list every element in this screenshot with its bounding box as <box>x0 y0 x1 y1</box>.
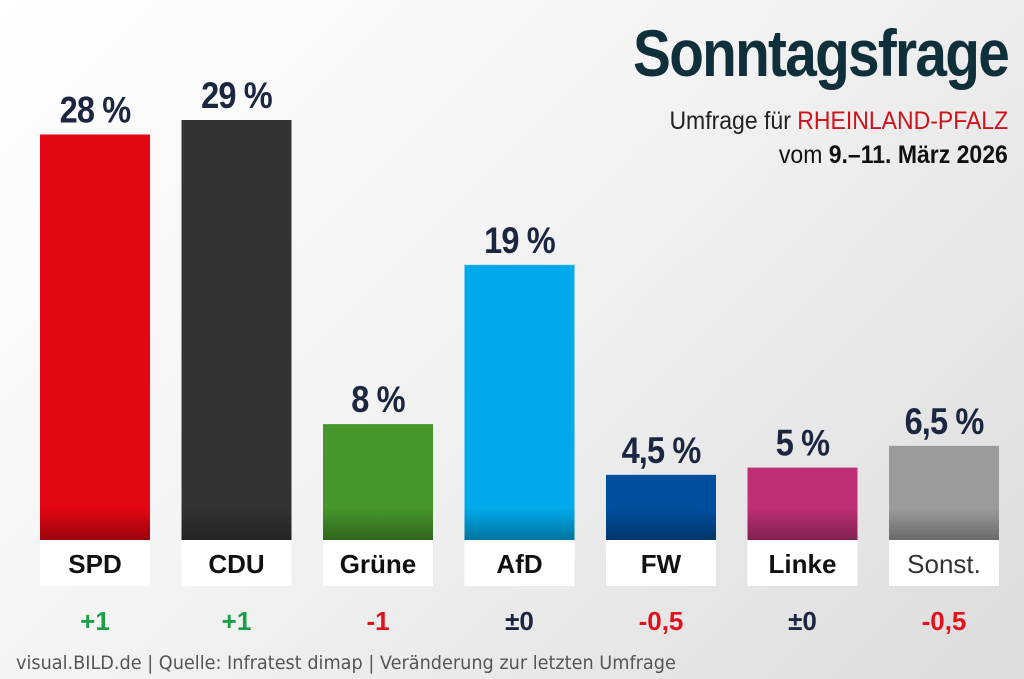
bars-layer <box>40 120 999 540</box>
change-label-1: +1 <box>222 606 252 636</box>
date-value: 9.–11. März 2026 <box>828 141 1008 169</box>
category-label-6: Sonst. <box>907 549 981 579</box>
change-label-0: +1 <box>80 606 110 636</box>
source-footer: visual.BILD.de | Quelle: Infratest dimap… <box>16 652 676 674</box>
change-labels-layer: +1 +1 -1 ±0 -0,5 ±0 -0,5 <box>80 606 966 636</box>
bar-shade-4 <box>606 474 716 540</box>
category-box-2 <box>323 540 433 586</box>
bar-shade-6 <box>889 445 999 540</box>
category-box-6 <box>889 540 999 586</box>
category-box-5 <box>747 540 858 586</box>
category-label-0: SPD <box>68 549 121 579</box>
category-label-1: CDU <box>208 549 264 579</box>
chart-subtitle: Umfrage für RHEINLAND-PFALZ <box>669 106 1008 136</box>
date-prefix: vom <box>779 141 829 169</box>
category-box-1 <box>181 540 292 586</box>
category-label-5: Linke <box>769 549 837 579</box>
category-box-4 <box>606 540 716 586</box>
subtitle-prefix: Umfrage für <box>669 107 798 135</box>
change-label-2: -1 <box>366 606 389 636</box>
change-label-6: -0,5 <box>922 606 967 636</box>
category-box-0 <box>40 540 150 586</box>
bar-shade-5 <box>747 467 858 540</box>
bar-shade-2 <box>323 424 433 540</box>
category-label-4: FW <box>641 549 682 579</box>
value-label-2: 8 % <box>351 379 405 420</box>
survey-date: vom 9.–11. März 2026 <box>779 140 1008 170</box>
value-label-6: 6,5 % <box>905 401 985 442</box>
value-labels-layer: 28 % 29 % 8 % 19 % 4,5 % 5 % 6,5 % <box>60 75 986 471</box>
change-label-5: ±0 <box>788 606 817 636</box>
value-label-4: 4,5 % <box>622 430 702 471</box>
value-label-0: 28 % <box>60 90 132 131</box>
change-label-4: -0,5 <box>639 606 684 636</box>
category-label-3: AfD <box>496 549 542 579</box>
bar-shade-3 <box>464 264 575 540</box>
category-labels-layer: SPD CDU Grüne AfD FW Linke Sonst. <box>40 540 999 586</box>
change-label-3: ±0 <box>505 606 534 636</box>
category-label-2: Grüne <box>340 549 417 579</box>
value-label-3: 19 % <box>484 220 556 261</box>
category-box-3 <box>464 540 575 586</box>
subtitle-region: RHEINLAND-PFALZ <box>797 107 1008 135</box>
bar-shade-0 <box>40 134 150 540</box>
value-label-5: 5 % <box>776 423 830 464</box>
chart-title: Sonntagsfrage <box>632 16 1010 90</box>
value-label-1: 29 % <box>201 75 273 116</box>
bar-shade-1 <box>181 120 292 540</box>
